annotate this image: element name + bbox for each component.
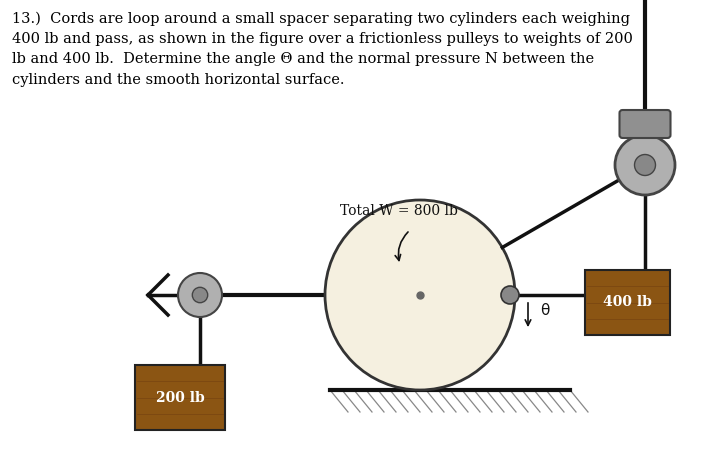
Text: θ: θ bbox=[540, 303, 549, 318]
Circle shape bbox=[634, 154, 656, 176]
Text: Total W = 800 lb: Total W = 800 lb bbox=[340, 204, 458, 218]
Bar bbox=[135, 365, 225, 430]
Circle shape bbox=[192, 287, 208, 303]
Text: 200 lb: 200 lb bbox=[155, 391, 204, 405]
Text: 13.)  Cords are loop around a small spacer separating two cylinders each weighin: 13.) Cords are loop around a small space… bbox=[12, 12, 633, 87]
Circle shape bbox=[178, 273, 222, 317]
Circle shape bbox=[615, 135, 675, 195]
Circle shape bbox=[325, 200, 515, 390]
Circle shape bbox=[501, 286, 519, 304]
Bar bbox=[585, 270, 670, 335]
Text: 400 lb: 400 lb bbox=[603, 295, 652, 309]
FancyBboxPatch shape bbox=[620, 110, 671, 138]
